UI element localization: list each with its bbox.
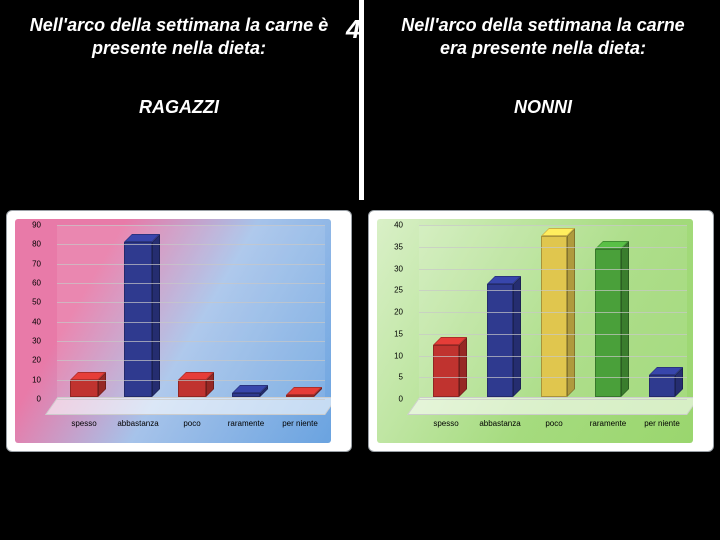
gridline (57, 380, 325, 381)
y-tick-label: 0 (37, 395, 41, 404)
left-plot (45, 225, 325, 415)
gridline (57, 244, 325, 245)
gridline (419, 377, 687, 378)
x-tick-label: abbastanza (117, 419, 158, 428)
gridline (419, 290, 687, 291)
left-chart: 0 10 20 30 40 50 60 70 80 90 spesso abbastanza poco… (15, 219, 331, 443)
gridline (419, 225, 687, 226)
y-tick-label: 20 (394, 308, 403, 317)
bar (487, 284, 513, 397)
gridline (419, 399, 687, 400)
x-tick-label: poco (183, 419, 200, 428)
left-bars (57, 225, 325, 397)
right-heading: Nell'arco della settimana la carne era p… (364, 0, 720, 59)
y-tick-label: 15 (394, 329, 403, 338)
y-tick-label: 50 (32, 298, 41, 307)
bar (541, 236, 567, 397)
left-subheading: RAGAZZI (0, 97, 358, 118)
y-tick-label: 20 (32, 356, 41, 365)
right-ylabels: 0510152025303540 (379, 225, 405, 415)
y-tick-label: 70 (32, 259, 41, 268)
gridline (419, 356, 687, 357)
gridline (419, 247, 687, 248)
right-xlabels: spesso abbastanza poco raramente per niente (407, 419, 687, 439)
y-tick-label: 40 (394, 221, 403, 230)
gridline (419, 312, 687, 313)
x-tick-label: raramente (228, 419, 264, 428)
y-tick-label: 25 (394, 286, 403, 295)
left-ylabels: 0102030405060708090 (17, 225, 43, 415)
left-column: Nell'arco della settimana la carne è pre… (0, 0, 358, 540)
bar (595, 249, 621, 397)
right-bars (419, 225, 687, 397)
y-tick-label: 10 (394, 351, 403, 360)
y-tick-label: 90 (32, 221, 41, 230)
x-tick-label: raramente (590, 419, 626, 428)
y-tick-label: 10 (32, 375, 41, 384)
y-tick-label: 80 (32, 240, 41, 249)
y-tick-label: 30 (32, 337, 41, 346)
right-chart: 0 5 10 15 20 25 30 35 40 spesso abbastanza poco rar… (377, 219, 693, 443)
gridline (57, 360, 325, 361)
x-tick-label: spesso (71, 419, 96, 428)
x-tick-label: per niente (282, 419, 318, 428)
right-subheading: NONNI (364, 97, 720, 118)
bar (286, 395, 314, 397)
x-tick-label: poco (545, 419, 562, 428)
x-tick-label: abbastanza (479, 419, 520, 428)
gridline (57, 322, 325, 323)
right-plot (407, 225, 687, 415)
gridline (57, 302, 325, 303)
y-tick-label: 0 (399, 395, 403, 404)
gridline (419, 334, 687, 335)
right-chart-card: 0 5 10 15 20 25 30 35 40 spesso abbastanza poco rar… (368, 210, 714, 452)
gridline (57, 341, 325, 342)
y-tick-label: 35 (394, 242, 403, 251)
right-column: Nell'arco della settimana la carne era p… (364, 0, 720, 540)
left-heading: Nell'arco della settimana la carne è pre… (0, 0, 358, 59)
bar (178, 380, 206, 397)
gridline (57, 399, 325, 400)
y-tick-label: 40 (32, 317, 41, 326)
gridline (57, 264, 325, 265)
x-tick-label: per niente (644, 419, 680, 428)
slide: { "center_number": "4", "left": { "headi… (0, 0, 720, 540)
bar (232, 393, 260, 397)
bar (433, 345, 459, 397)
gridline (57, 225, 325, 226)
gridline (419, 269, 687, 270)
y-tick-label: 60 (32, 279, 41, 288)
gridline (57, 283, 325, 284)
bar (124, 242, 152, 397)
x-tick-label: spesso (433, 419, 458, 428)
left-chart-card: 0 10 20 30 40 50 60 70 80 90 spesso abbastanza poco… (6, 210, 352, 452)
y-tick-label: 30 (394, 264, 403, 273)
bar (649, 375, 675, 397)
left-xlabels: spesso abbastanza poco raramente per niente (45, 419, 325, 439)
bar (70, 380, 98, 397)
y-tick-label: 5 (399, 373, 403, 382)
